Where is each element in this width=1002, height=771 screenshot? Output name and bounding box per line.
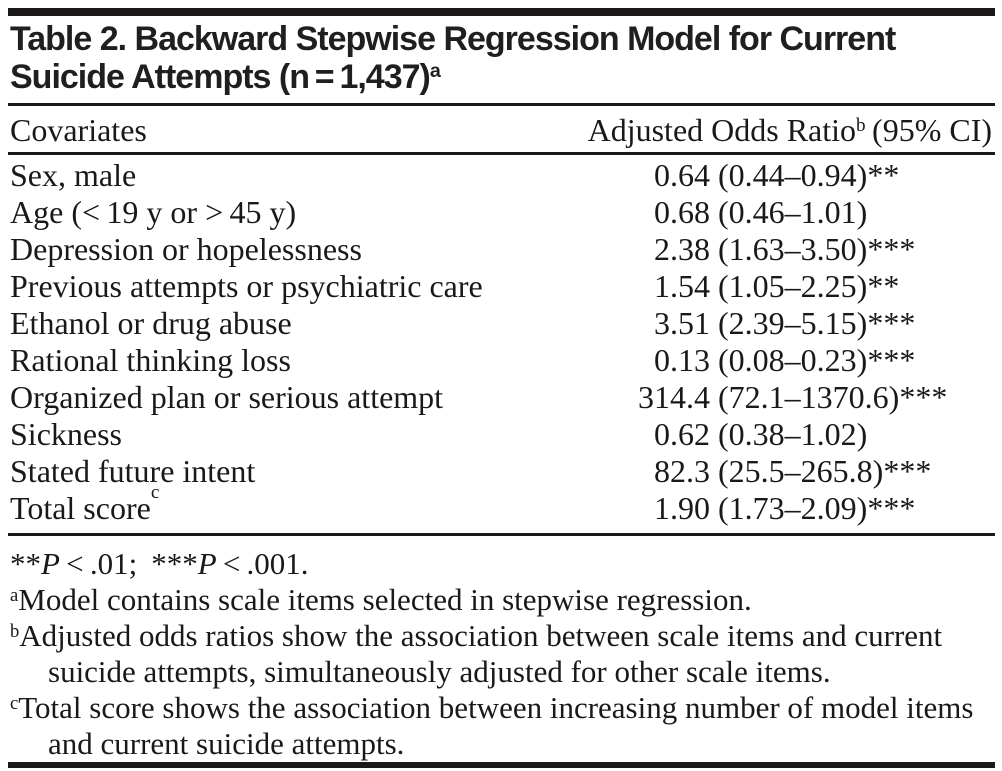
sig-stars-1: ** bbox=[10, 546, 41, 581]
confidence-interval: (25.5–265.8)*** bbox=[718, 453, 932, 489]
table-title: Table 2. Backward Stepwise Regression Mo… bbox=[10, 20, 994, 96]
odds-ratio-cell: 2.38 (1.63–3.50)*** bbox=[560, 231, 992, 268]
column-header-covariates: Covariates bbox=[10, 112, 147, 148]
rule-under-body bbox=[8, 533, 995, 536]
table-body: Sex, male 0.64 (0.44–0.94)** Age (< 19 y … bbox=[10, 157, 992, 527]
footnote-a-marker: a bbox=[10, 584, 19, 606]
covariate-text: Organized plan or serious attempt bbox=[10, 379, 444, 415]
odds-ratio-footnote-marker: b bbox=[856, 115, 866, 137]
odds-ratio-value: 3.51 bbox=[654, 305, 710, 341]
covariate-label: Previous attempts or psychiatric care bbox=[10, 268, 560, 305]
sig-threshold-1: < .01; bbox=[59, 546, 138, 581]
covariate-label: Depression or hopelessness bbox=[10, 231, 560, 268]
covariate-text: Ethanol or drug abuse bbox=[10, 305, 292, 341]
confidence-interval: (1.05–2.25)** bbox=[718, 268, 900, 304]
table-row: Depression or hopelessness 2.38 (1.63–3.5… bbox=[10, 231, 992, 268]
footnotes: **P < .01; ***P < .001. aModel contains s… bbox=[10, 546, 995, 762]
odds-ratio-cell: 3.51 (2.39–5.15)*** bbox=[560, 305, 992, 342]
odds-ratio-header-text: Adjusted Odds Ratio bbox=[587, 112, 857, 148]
odds-ratio-cell: 0.68 (0.46–1.01) bbox=[560, 194, 992, 231]
odds-ratio-value: 314.4 bbox=[638, 379, 710, 415]
table-row: Sickness 0.62 (0.38–1.02) bbox=[10, 416, 992, 453]
odds-ratio-header-ci: (95% CI) bbox=[865, 112, 992, 148]
odds-ratio-value: 0.13 bbox=[654, 342, 710, 378]
covariate-text: Stated future intent bbox=[10, 453, 256, 489]
covariate-label: Sex, male bbox=[10, 157, 560, 194]
sig-stars-2: *** bbox=[151, 546, 198, 581]
table-row: Rational thinking loss 0.13 (0.08–0.23)**… bbox=[10, 342, 992, 379]
covariate-footnote-marker: c bbox=[150, 481, 160, 503]
covariate-label: Age (< 19 y or > 45 y) bbox=[10, 194, 560, 231]
odds-ratio-cell: 0.62 (0.38–1.02) bbox=[560, 416, 992, 453]
confidence-interval: (72.1–1370.6)*** bbox=[718, 379, 948, 415]
odds-ratio-cell: 0.13 (0.08–0.23)*** bbox=[560, 342, 992, 379]
odds-ratio-cell: 0.64 (0.44–0.94)** bbox=[560, 157, 992, 194]
sig-p-2: P bbox=[197, 546, 217, 581]
covariate-text: Age (< 19 y or > 45 y) bbox=[10, 194, 297, 230]
sig-threshold-2: < .001. bbox=[216, 546, 309, 581]
odds-ratio-value: 2.38 bbox=[654, 231, 710, 267]
odds-ratio-value: 1.54 bbox=[654, 268, 710, 304]
table-row: Ethanol or drug abuse 3.51 (2.39–5.15)*** bbox=[10, 305, 992, 342]
table-row: Previous attempts or psychiatric care 1.… bbox=[10, 268, 992, 305]
odds-ratio-value: 0.64 bbox=[654, 157, 710, 193]
covariate-text: Previous attempts or psychiatric care bbox=[10, 268, 483, 304]
rule-under-header bbox=[8, 152, 995, 155]
footnote-c-marker: c bbox=[10, 692, 19, 714]
odds-ratio-value: 0.62 bbox=[654, 416, 710, 452]
footnote-b-text: Adjusted odds ratios show the associatio… bbox=[19, 618, 943, 689]
odds-ratio-cell: 82.3 (25.5–265.8)*** bbox=[560, 453, 992, 490]
sig-p-1: P bbox=[41, 546, 60, 581]
table-row: Total scorec 1.90 (1.73–2.09)*** bbox=[10, 483, 992, 527]
table-title-footnote-marker: a bbox=[429, 60, 441, 83]
covariate-text: Sex, male bbox=[10, 157, 137, 193]
footnote-c-text: Total score shows the association betwee… bbox=[18, 690, 974, 761]
confidence-interval: (0.38–1.02) bbox=[718, 416, 868, 452]
table-title-line1: Table 2. Backward Stepwise Regression Mo… bbox=[10, 20, 896, 58]
top-border-bar bbox=[8, 8, 995, 16]
footnote-c: cTotal score shows the association betwe… bbox=[10, 690, 995, 762]
confidence-interval: (1.73–2.09)*** bbox=[718, 490, 916, 526]
bottom-border-bar bbox=[8, 762, 995, 768]
covariate-label: Total scorec bbox=[10, 483, 560, 527]
covariate-text: Total score bbox=[10, 490, 151, 526]
covariate-label: Stated future intent bbox=[10, 453, 560, 490]
confidence-interval: (0.44–0.94)** bbox=[718, 157, 900, 193]
covariate-text: Depression or hopelessness bbox=[10, 231, 362, 267]
covariate-label: Sickness bbox=[10, 416, 560, 453]
rule-under-title bbox=[8, 103, 995, 106]
confidence-interval: (0.46–1.01) bbox=[718, 194, 868, 230]
confidence-interval: (2.39–5.15)*** bbox=[718, 305, 916, 341]
odds-ratio-value: 0.68 bbox=[654, 194, 710, 230]
table-header-row: Covariates Adjusted Odds Ratiob (95% CI) bbox=[10, 108, 992, 152]
covariate-label: Rational thinking loss bbox=[10, 342, 560, 379]
table-row: Sex, male 0.64 (0.44–0.94)** bbox=[10, 157, 992, 194]
odds-ratio-cell: 1.90 (1.73–2.09)*** bbox=[560, 490, 992, 527]
covariate-label: Organized plan or serious attempt bbox=[10, 379, 560, 416]
footnote-a-text: Model contains scale items selected in s… bbox=[18, 582, 752, 617]
odds-ratio-value: 82.3 bbox=[654, 453, 710, 489]
footnote-b: bAdjusted odds ratios show the associati… bbox=[10, 618, 995, 690]
table-row: Stated future intent 82.3 (25.5–265.8)*** bbox=[10, 453, 992, 490]
covariate-label: Ethanol or drug abuse bbox=[10, 305, 560, 342]
table-title-line2: Suicide Attempts (n = 1,437) bbox=[10, 58, 431, 96]
table-row: Age (< 19 y or > 45 y) 0.68 (0.46–1.01) bbox=[10, 194, 992, 231]
footnote-a: aModel contains scale items selected in … bbox=[10, 582, 995, 618]
odds-ratio-value: 1.90 bbox=[654, 490, 710, 526]
table-row: Organized plan or serious attempt 314.4(… bbox=[10, 379, 992, 416]
confidence-interval: (0.08–0.23)*** bbox=[718, 342, 916, 378]
footnote-b-marker: b bbox=[10, 620, 20, 642]
column-header-odds-ratio: Adjusted Odds Ratiob (95% CI) bbox=[588, 108, 992, 152]
significance-footnote: **P < .01; ***P < .001. bbox=[10, 546, 995, 582]
covariate-text: Rational thinking loss bbox=[10, 342, 291, 378]
odds-ratio-cell: 1.54 (1.05–2.25)** bbox=[560, 268, 992, 305]
odds-ratio-cell: 314.4 (72.1–1370.6)*** bbox=[560, 379, 992, 416]
covariate-text: Sickness bbox=[10, 416, 122, 452]
confidence-interval: (1.63–3.50)*** bbox=[718, 231, 916, 267]
